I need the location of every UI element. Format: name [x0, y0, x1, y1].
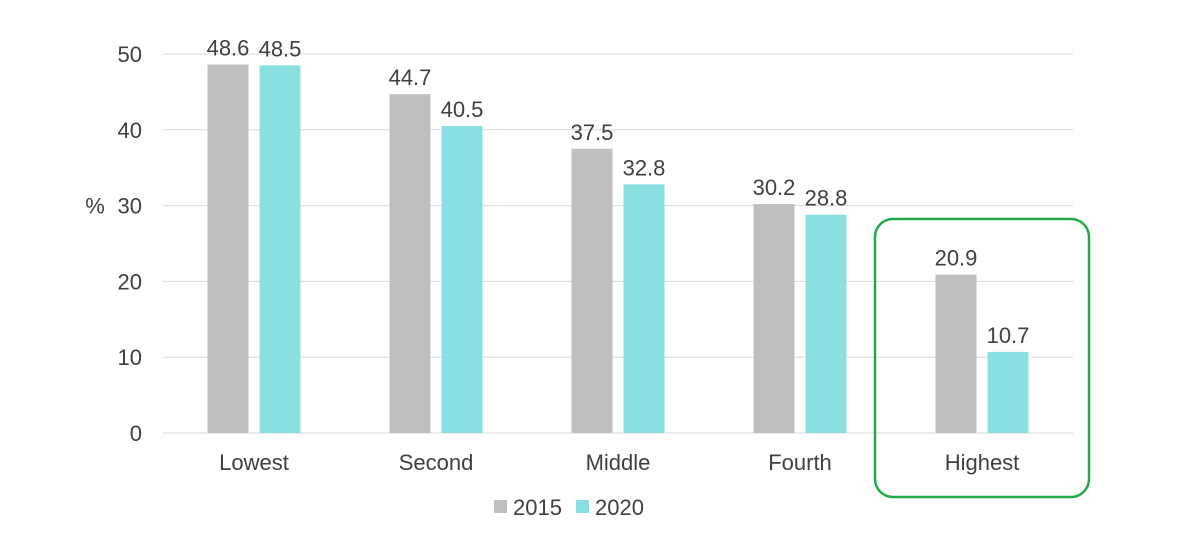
data-label-2020-highest: 10.7 [987, 323, 1030, 348]
y-tick-label: 50 [118, 42, 142, 67]
bars [207, 64, 1029, 434]
bar-2020-middle [623, 184, 665, 433]
category-label-highest: Highest [945, 450, 1020, 475]
y-axis-ticks: 0 10 20 30 40 50 [118, 42, 142, 446]
category-label-fourth: Fourth [768, 450, 832, 475]
bar-2020-second [441, 126, 483, 433]
data-label-2020-lowest: 48.5 [259, 36, 302, 61]
data-label-2020-middle: 32.8 [623, 155, 666, 180]
y-tick-label: 0 [130, 421, 142, 446]
data-label-2015-lowest: 48.6 [207, 36, 250, 61]
legend: 2015 2020 [494, 495, 644, 520]
data-label-2015-fourth: 30.2 [753, 175, 796, 200]
bar-2020-highest [987, 351, 1029, 433]
bar-2015-lowest [207, 64, 249, 433]
bar-2015-fourth [753, 204, 795, 433]
highlight-box [873, 217, 1091, 499]
y-tick-label: 10 [118, 345, 142, 370]
legend-swatch-2020 [576, 500, 589, 513]
legend-swatch-2015 [494, 500, 507, 513]
bar-2020-lowest [259, 65, 301, 434]
y-tick-label: 30 [118, 194, 142, 219]
bar-2015-second [389, 94, 431, 433]
category-label-middle: Middle [586, 450, 651, 475]
bar-2015-middle [571, 148, 613, 433]
data-label-2020-fourth: 28.8 [805, 186, 848, 211]
bar-2015-highest [935, 274, 977, 433]
data-label-2015-middle: 37.5 [571, 120, 614, 145]
category-label-second: Second [399, 450, 474, 475]
data-label-2015-highest: 20.9 [935, 246, 978, 271]
legend-label-2015: 2015 [513, 495, 562, 520]
category-label-lowest: Lowest [219, 450, 289, 475]
data-labels: 48.6 48.5 44.7 40.5 37.5 32.8 30.2 28.8 20.9 10.7 [207, 36, 1030, 348]
y-tick-label: 20 [118, 269, 142, 294]
data-label-2015-second: 44.7 [389, 65, 432, 90]
gridlines [163, 53, 1073, 434]
category-labels: Lowest Second Middle Fourth Highest [219, 450, 1019, 475]
legend-label-2020: 2020 [595, 495, 644, 520]
bar-2020-fourth [805, 214, 847, 433]
y-tick-label: 40 [118, 118, 142, 143]
y-axis-label: % [85, 194, 105, 219]
data-label-2020-second: 40.5 [441, 97, 484, 122]
